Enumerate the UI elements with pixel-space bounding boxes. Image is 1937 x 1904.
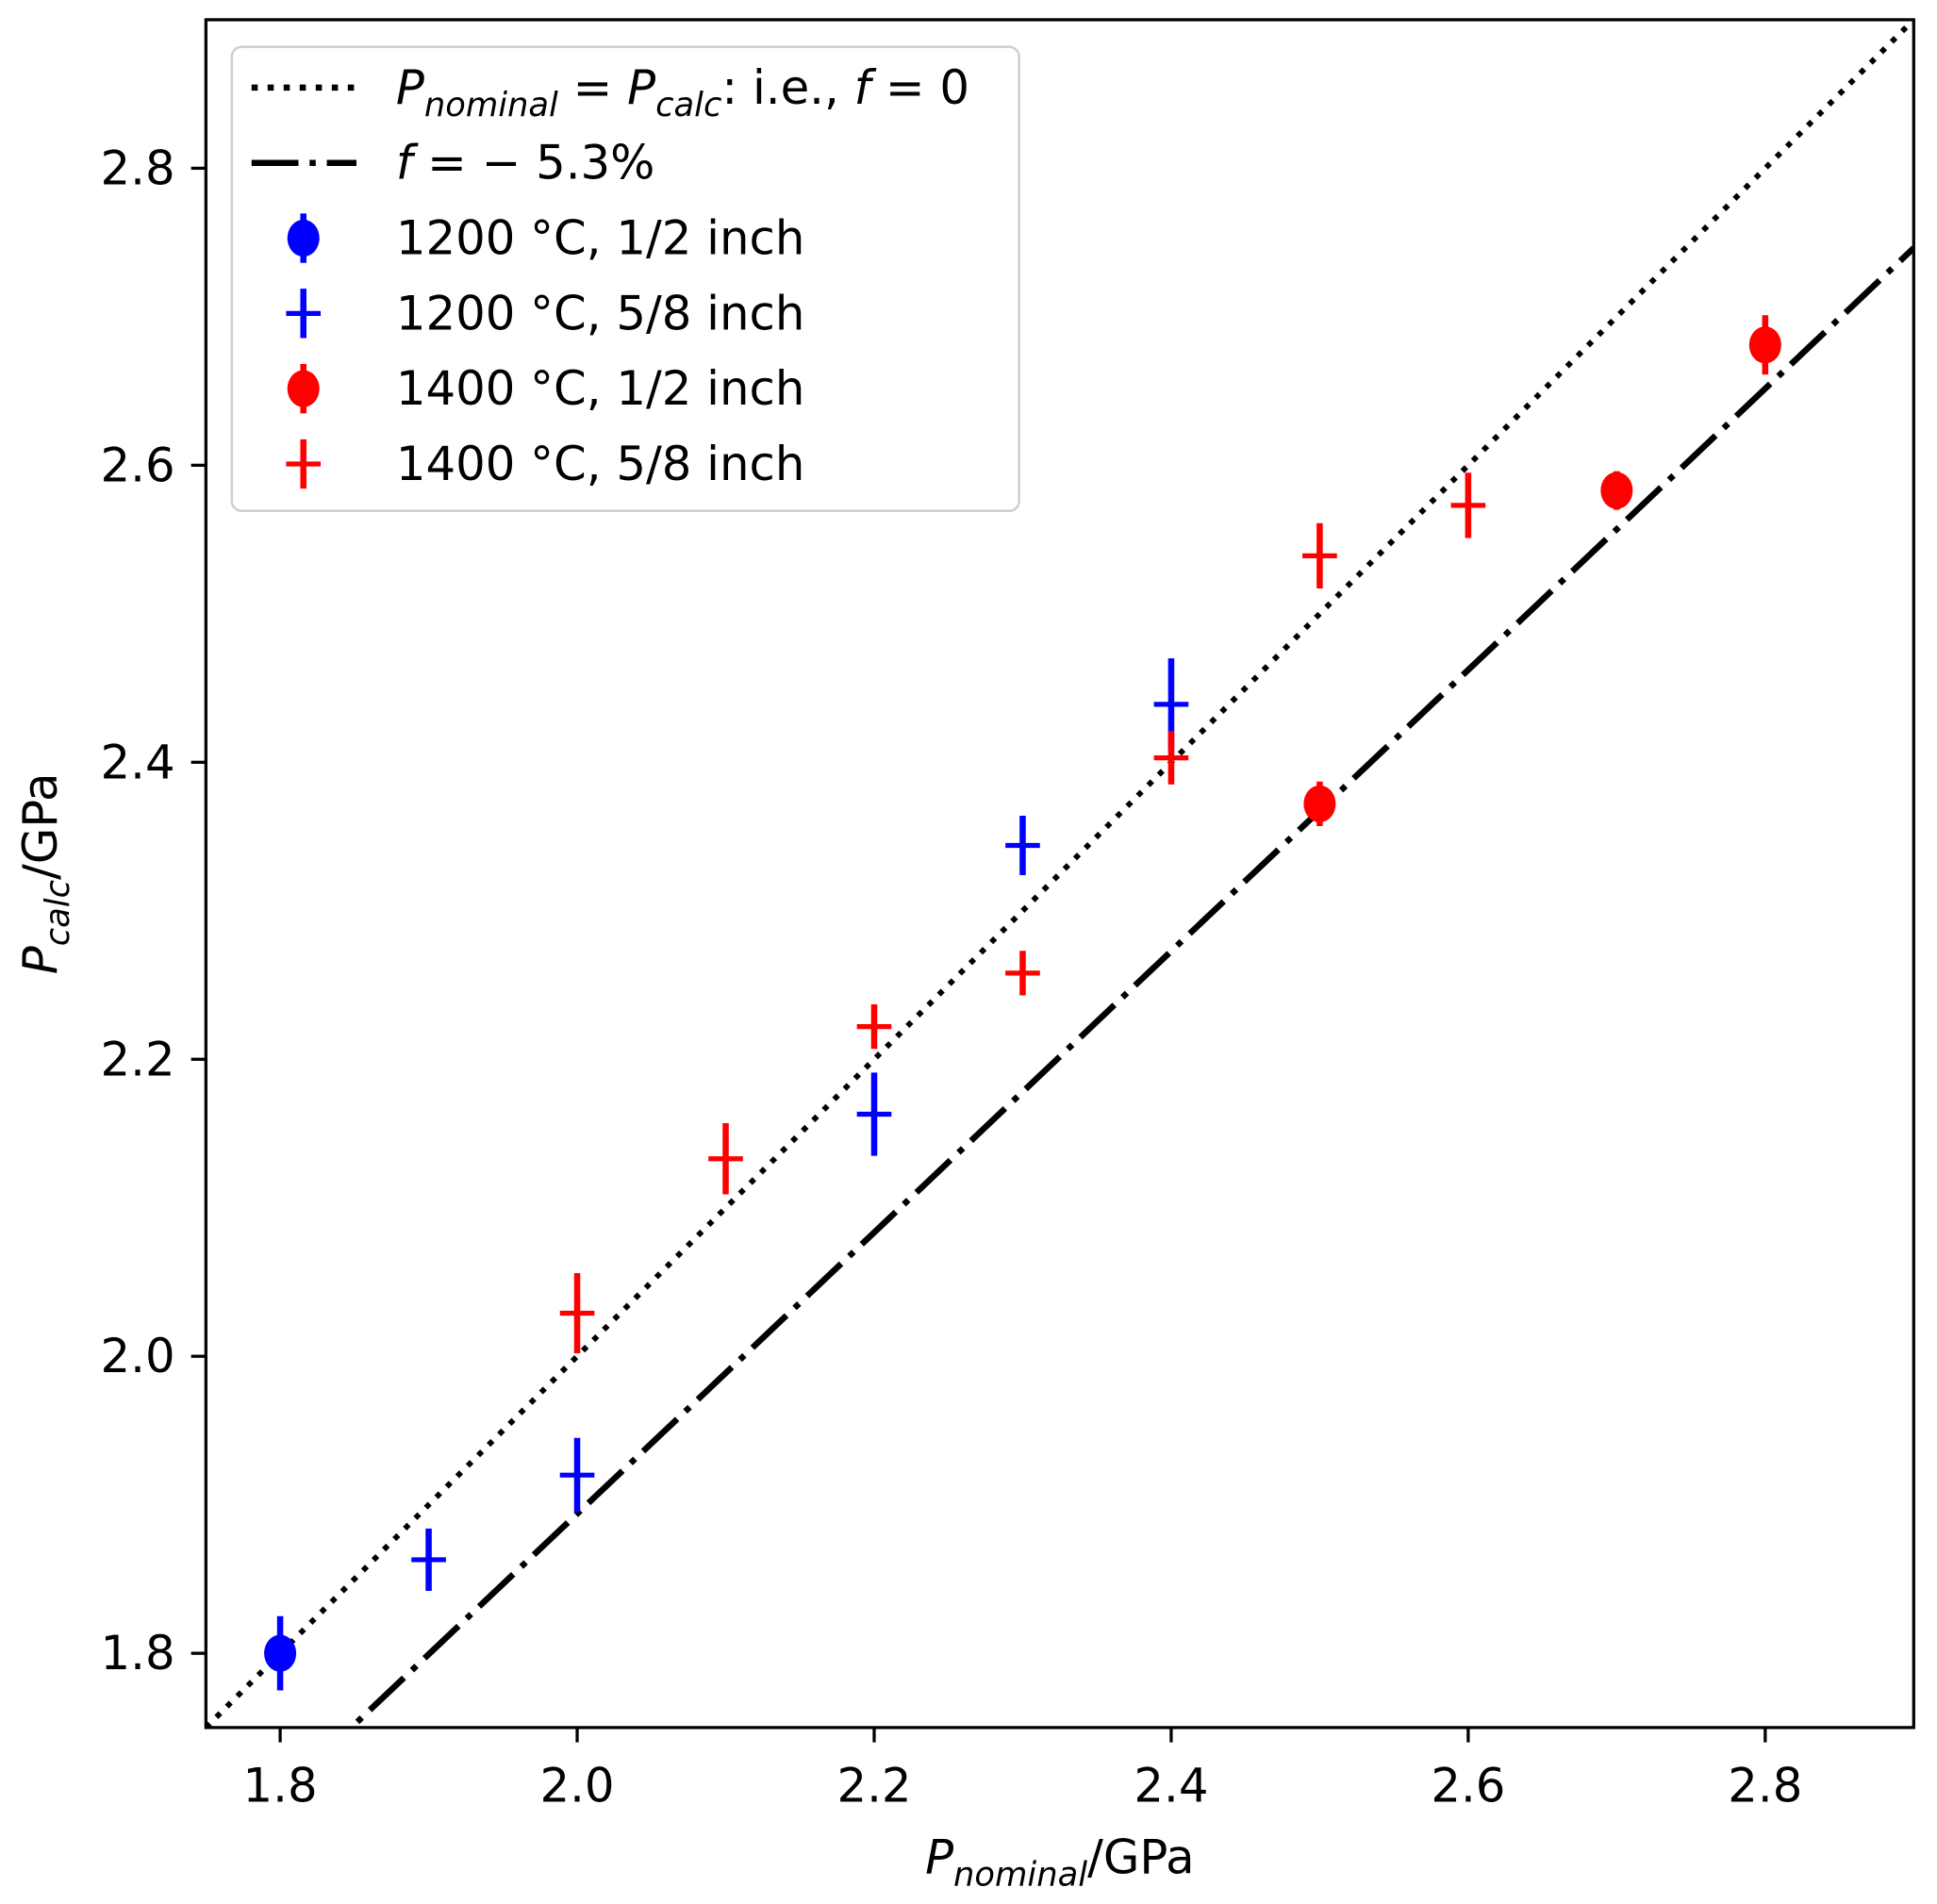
y-tick-label: 2.0 <box>101 1329 175 1383</box>
y-tick-label: 2.4 <box>101 735 175 789</box>
data-point-circle <box>287 370 320 407</box>
y-tick-label: 1.8 <box>101 1626 175 1680</box>
legend-label-series: 1200 °C, 1/2 inch <box>396 211 805 266</box>
plot-area <box>206 19 1914 1728</box>
y-axis: 1.8 2.0 2.2 2.4 2.6 2.8 <box>101 141 207 1680</box>
x-tick-label: 2.2 <box>836 1758 911 1813</box>
x-tick-label: 1.8 <box>243 1758 318 1813</box>
x-axis-label: Pnominal/GPa <box>925 1829 1195 1894</box>
plot-content <box>206 19 1914 1728</box>
y-axis-label: Pcalc/GPa <box>13 773 77 975</box>
reference-line-identity <box>206 19 1914 1728</box>
data-point-circle <box>1600 472 1633 509</box>
data-point-circle <box>287 219 320 257</box>
data-point-circle <box>1748 326 1781 364</box>
x-tick-label: 2.8 <box>1728 1758 1802 1813</box>
axes-frame <box>204 18 1915 1730</box>
legend-label-series: 1400 °C, 1/2 inch <box>396 361 805 416</box>
legend-label-f: f = − 5.3% <box>396 136 655 190</box>
x-tick-label: 2.4 <box>1134 1758 1208 1813</box>
legend-label-series: 1400 °C, 5/8 inch <box>396 437 805 491</box>
data-point-circle <box>1303 785 1336 823</box>
x-tick-label: 2.0 <box>539 1758 614 1813</box>
y-tick-label: 2.6 <box>101 438 175 492</box>
data-point-circle <box>264 1634 297 1672</box>
x-axis: 1.8 2.0 2.2 2.4 2.6 2.8 <box>243 1727 1802 1813</box>
reference-line-f-5.3 <box>346 245 1914 1728</box>
legend-label-identity: Pnominal = Pcalc: i.e., f = 0 <box>396 60 969 124</box>
legend-box <box>230 45 1020 513</box>
x-tick-label: 2.6 <box>1431 1758 1505 1813</box>
legend: Pnominal = Pcalc: i.e., f = 0 f = − 5.3%… <box>230 45 1020 513</box>
y-tick-label: 2.8 <box>101 141 175 195</box>
legend-label-series: 1200 °C, 5/8 inch <box>396 286 805 340</box>
y-tick-label: 2.2 <box>101 1032 175 1086</box>
